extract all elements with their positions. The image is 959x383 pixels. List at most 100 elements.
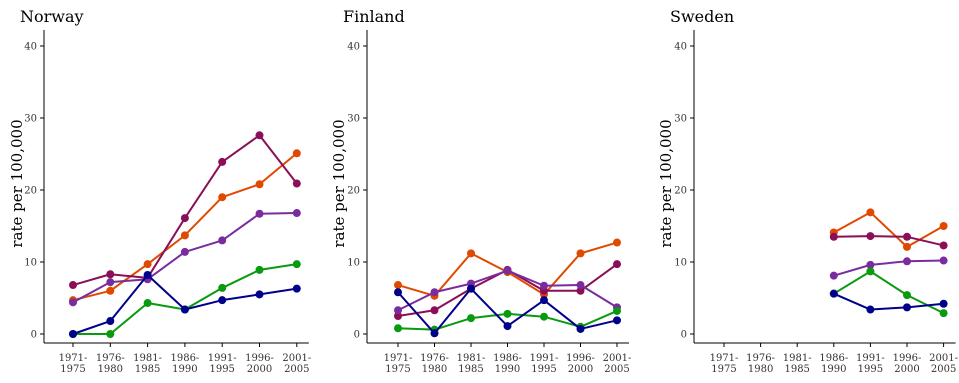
data-point [69, 281, 77, 290]
x-tick-label: 1981-1985 [457, 353, 486, 375]
y-tick-label: 30 [674, 114, 687, 125]
y-tick-label: 30 [24, 114, 37, 125]
series-line [833, 270, 945, 315]
data-point [394, 306, 402, 315]
x-tick-label: 1976-1980 [420, 353, 449, 375]
data-point [503, 266, 512, 275]
data-point [430, 288, 439, 297]
x-tick-label: 2001-2005 [282, 353, 311, 375]
data-point [903, 232, 911, 241]
panel-2: Sweden 0 10 20 30 40 rate per 100,000 1971-1975… [657, 7, 958, 375]
data-point [394, 288, 402, 297]
data-point [218, 193, 227, 202]
data-point [829, 232, 838, 241]
series-line [833, 235, 944, 247]
data-point [903, 303, 911, 312]
data-point [255, 265, 264, 274]
data-point [540, 312, 548, 321]
y-tick-label: 20 [24, 186, 37, 197]
data-point [613, 316, 621, 325]
x-tick-label: 1991-1995 [530, 353, 559, 375]
data-point [106, 286, 115, 295]
series-line [72, 212, 297, 304]
panel-title: Finland [343, 7, 405, 26]
series-line [833, 292, 944, 311]
x-tick-label: 1996-2000 [566, 353, 595, 375]
series-line [833, 259, 944, 277]
x-tick-label: 1991-1995 [856, 353, 885, 375]
panel-title: Sweden [670, 7, 734, 26]
data-point [292, 284, 301, 293]
data-point [255, 180, 264, 189]
data-point [903, 291, 911, 300]
data-point [255, 290, 264, 299]
y-tick-label: 10 [347, 258, 360, 269]
data-point [540, 281, 548, 290]
data-point [939, 299, 948, 308]
data-point [292, 179, 301, 188]
data-point [613, 238, 621, 247]
data-point [218, 296, 227, 305]
data-point [394, 281, 402, 290]
data-point [866, 260, 875, 269]
data-point [467, 314, 475, 323]
data-point [866, 267, 875, 276]
data-point [866, 208, 875, 217]
data-point [143, 299, 152, 308]
data-point [255, 131, 264, 140]
y-tick-label: 30 [347, 114, 360, 125]
data-point [106, 270, 115, 279]
y-tick-label: 20 [347, 186, 360, 197]
x-tick-label: 1986-1990 [819, 353, 848, 375]
y-axis-label: rate per 100,000 [330, 119, 348, 247]
data-point [613, 306, 621, 315]
data-point [576, 281, 585, 290]
data-point [430, 329, 439, 338]
data-point [394, 312, 402, 320]
panel-1: Finland 0 10 20 30 40 rate per 100,000 1971-197… [330, 7, 631, 375]
x-tick-label: 1976-1980 [96, 353, 125, 375]
data-point [939, 256, 948, 265]
data-point [106, 278, 115, 287]
data-point [903, 242, 911, 251]
x-tick-label: 1971-1975 [710, 353, 739, 375]
data-point [180, 214, 189, 223]
data-point [292, 149, 301, 158]
data-point [939, 241, 948, 250]
y-tick-label: 40 [24, 42, 37, 53]
y-tick-label: 20 [674, 186, 687, 197]
series-line [72, 134, 298, 287]
data-point [503, 322, 512, 331]
data-point [939, 222, 948, 230]
data-point [866, 305, 875, 314]
y-tick-label: 0 [354, 330, 360, 341]
panel-0: Norway 0 10 20 30 40 rate per 100,000 1971-1975… [8, 7, 311, 375]
series-line [833, 211, 945, 248]
y-tick-label: 10 [674, 258, 687, 269]
data-point [467, 284, 475, 293]
data-point [394, 324, 402, 333]
data-point [576, 324, 585, 333]
x-tick-label: 1971-1975 [384, 353, 413, 375]
data-point [430, 306, 439, 315]
data-point [903, 257, 911, 266]
x-tick-label: 2001-2005 [603, 353, 632, 375]
y-axis-label: rate per 100,000 [8, 119, 26, 247]
data-point [143, 260, 152, 269]
series-line [72, 152, 298, 302]
data-point [255, 209, 264, 218]
data-point [576, 286, 585, 295]
x-tick-label: 1976-1980 [746, 353, 775, 375]
x-tick-label: 1981-1985 [783, 353, 812, 375]
data-point [503, 309, 512, 318]
y-tick-label: 0 [681, 330, 687, 341]
data-point [829, 289, 838, 298]
panel-title: Norway [20, 7, 84, 26]
data-point [180, 231, 189, 240]
data-point [866, 232, 875, 241]
data-point [106, 317, 115, 326]
data-point [218, 157, 227, 166]
data-point [613, 260, 621, 269]
data-point [143, 270, 152, 279]
data-point [540, 296, 548, 305]
